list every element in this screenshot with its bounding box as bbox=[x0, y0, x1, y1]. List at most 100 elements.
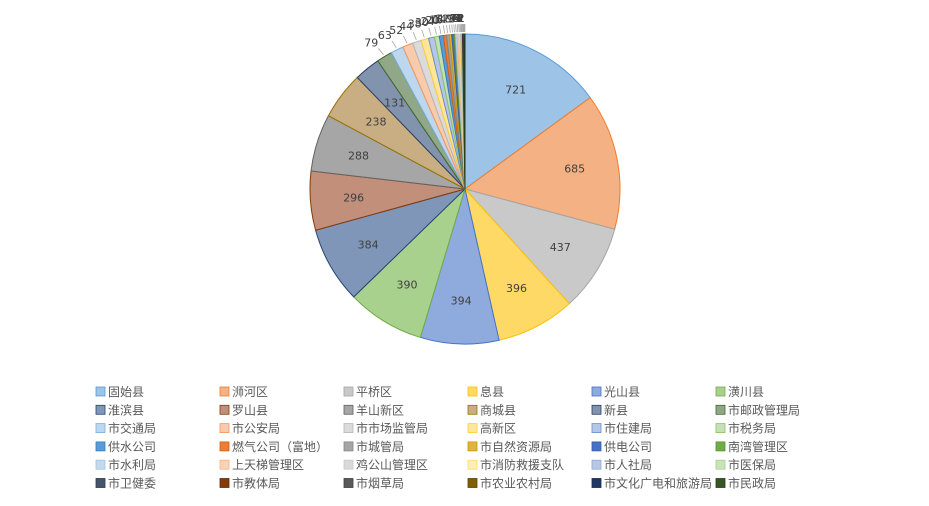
legend-item-4: 息县 bbox=[468, 384, 504, 399]
leader-line-17 bbox=[429, 28, 431, 36]
legend-swatch-11 bbox=[592, 405, 601, 414]
legend-swatch-17 bbox=[592, 424, 601, 433]
legend-item-8: 罗山县 bbox=[220, 403, 268, 417]
legend-label-5: 光山县 bbox=[604, 385, 640, 399]
legend-item-2: 浉河区 bbox=[220, 385, 268, 399]
legend-swatch-35 bbox=[592, 479, 601, 488]
data-label-10: 238 bbox=[366, 116, 387, 129]
data-label-5: 394 bbox=[451, 295, 472, 308]
legend-swatch-10 bbox=[468, 405, 477, 414]
legend-item-3: 平桥区 bbox=[344, 385, 392, 399]
legend-swatch-2 bbox=[220, 387, 229, 396]
legend: 固始县浉河区平桥区息县光山县潢川县淮滨县罗山县羊山新区商城县新县市邮政管理局市交… bbox=[96, 384, 800, 491]
leader-line-15 bbox=[413, 32, 416, 40]
legend-swatch-3 bbox=[344, 387, 353, 396]
legend-swatch-18 bbox=[716, 424, 725, 433]
legend-swatch-32 bbox=[220, 479, 229, 488]
legend-swatch-5 bbox=[592, 387, 601, 396]
legend-label-10: 商城县 bbox=[480, 402, 516, 417]
legend-label-21: 市城管局 bbox=[356, 439, 404, 454]
legend-swatch-19 bbox=[96, 442, 105, 451]
leader-line-16 bbox=[422, 30, 425, 38]
legend-swatch-6 bbox=[716, 387, 725, 396]
legend-label-6: 潢川县 bbox=[728, 385, 764, 399]
legend-label-1: 固始县 bbox=[108, 385, 144, 399]
legend-item-33: 市烟草局 bbox=[344, 476, 404, 491]
legend-label-4: 息县 bbox=[480, 384, 504, 399]
legend-swatch-28 bbox=[468, 460, 477, 469]
legend-item-18: 市税务局 bbox=[716, 421, 776, 436]
legend-swatch-1 bbox=[96, 387, 105, 396]
leader-line-14 bbox=[403, 36, 407, 43]
data-label-36: 1 bbox=[458, 12, 465, 25]
legend-label-30: 市医保局 bbox=[728, 457, 776, 472]
leader-line-13 bbox=[392, 41, 396, 48]
legend-swatch-21 bbox=[344, 442, 353, 451]
data-label-2: 685 bbox=[564, 163, 585, 176]
legend-item-17: 市住建局 bbox=[592, 421, 652, 436]
legend-item-5: 光山县 bbox=[592, 385, 640, 399]
legend-label-9: 羊山新区 bbox=[356, 402, 404, 417]
legend-item-26: 上天梯管理区 bbox=[220, 457, 304, 472]
legend-label-32: 市教体局 bbox=[232, 476, 280, 491]
legend-label-28: 市消防救援支队 bbox=[480, 457, 564, 472]
legend-item-11: 新县 bbox=[592, 402, 628, 417]
legend-label-3: 平桥区 bbox=[356, 385, 392, 399]
legend-item-1: 固始县 bbox=[96, 385, 144, 399]
legend-item-15: 市市场监管局 bbox=[344, 421, 428, 436]
legend-item-28: 市消防救援支队 bbox=[468, 457, 564, 472]
legend-label-14: 市公安局 bbox=[232, 421, 280, 436]
legend-swatch-7 bbox=[96, 405, 105, 414]
legend-item-34: 市农业农村局 bbox=[468, 476, 552, 491]
legend-label-20: 燃气公司（富地） bbox=[232, 439, 328, 454]
legend-item-35: 市文化广电和旅游局 bbox=[592, 476, 712, 491]
legend-label-26: 上天梯管理区 bbox=[232, 457, 304, 472]
leader-line-21 bbox=[447, 25, 448, 33]
data-label-7: 384 bbox=[358, 238, 379, 251]
legend-item-24: 南湾管理区 bbox=[716, 439, 788, 454]
legend-item-21: 市城管局 bbox=[344, 439, 404, 454]
legend-item-6: 潢川县 bbox=[716, 385, 764, 399]
legend-label-19: 供水公司 bbox=[108, 440, 156, 454]
leader-line-18 bbox=[435, 27, 437, 35]
legend-label-18: 市税务局 bbox=[728, 421, 776, 436]
legend-item-23: 供电公司 bbox=[592, 440, 652, 454]
legend-swatch-9 bbox=[344, 405, 353, 414]
legend-item-14: 市公安局 bbox=[220, 421, 280, 436]
legend-swatch-13 bbox=[96, 424, 105, 433]
legend-item-20: 燃气公司（富地） bbox=[220, 439, 328, 454]
data-label-11: 131 bbox=[384, 96, 405, 109]
legend-label-36: 市民政局 bbox=[728, 476, 776, 491]
legend-label-11: 新县 bbox=[604, 402, 628, 417]
legend-swatch-30 bbox=[716, 460, 725, 469]
legend-label-23: 供电公司 bbox=[604, 440, 652, 454]
legend-swatch-4 bbox=[468, 387, 477, 396]
data-label-12: 79 bbox=[364, 36, 378, 49]
legend-label-12: 市邮政管理局 bbox=[728, 402, 800, 417]
legend-label-2: 浉河区 bbox=[232, 385, 268, 399]
leader-line-12 bbox=[378, 48, 383, 55]
data-label-3: 437 bbox=[550, 241, 571, 254]
legend-swatch-33 bbox=[344, 479, 353, 488]
data-label-4: 396 bbox=[506, 282, 527, 295]
legend-swatch-22 bbox=[468, 442, 477, 451]
legend-swatch-24 bbox=[716, 442, 725, 451]
legend-swatch-16 bbox=[468, 424, 477, 433]
legend-swatch-31 bbox=[96, 479, 105, 488]
leader-line-23 bbox=[452, 25, 453, 33]
legend-label-33: 市烟草局 bbox=[356, 476, 404, 491]
legend-item-29: 市人社局 bbox=[592, 457, 652, 472]
legend-item-9: 羊山新区 bbox=[344, 402, 404, 417]
legend-item-32: 市教体局 bbox=[220, 476, 280, 491]
legend-item-10: 商城县 bbox=[468, 402, 516, 417]
legend-label-31: 市卫健委 bbox=[108, 476, 156, 491]
legend-label-35: 市文化广电和旅游局 bbox=[604, 476, 712, 491]
legend-item-30: 市医保局 bbox=[716, 457, 776, 472]
legend-item-19: 供水公司 bbox=[96, 440, 156, 454]
legend-item-12: 市邮政管理局 bbox=[716, 402, 800, 417]
legend-label-27: 鸡公山管理区 bbox=[356, 457, 428, 472]
legend-item-27: 鸡公山管理区 bbox=[344, 457, 428, 472]
legend-label-25: 市水利局 bbox=[108, 457, 156, 472]
